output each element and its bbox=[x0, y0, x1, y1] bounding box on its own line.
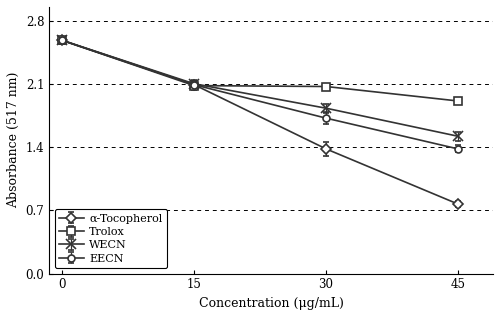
Y-axis label: Absorbance (517 nm): Absorbance (517 nm) bbox=[7, 72, 20, 209]
Legend: α-Tocopherol, Trolox, WECN, EECN: α-Tocopherol, Trolox, WECN, EECN bbox=[54, 209, 167, 268]
X-axis label: Concentration (μg/mL): Concentration (μg/mL) bbox=[198, 297, 344, 310]
